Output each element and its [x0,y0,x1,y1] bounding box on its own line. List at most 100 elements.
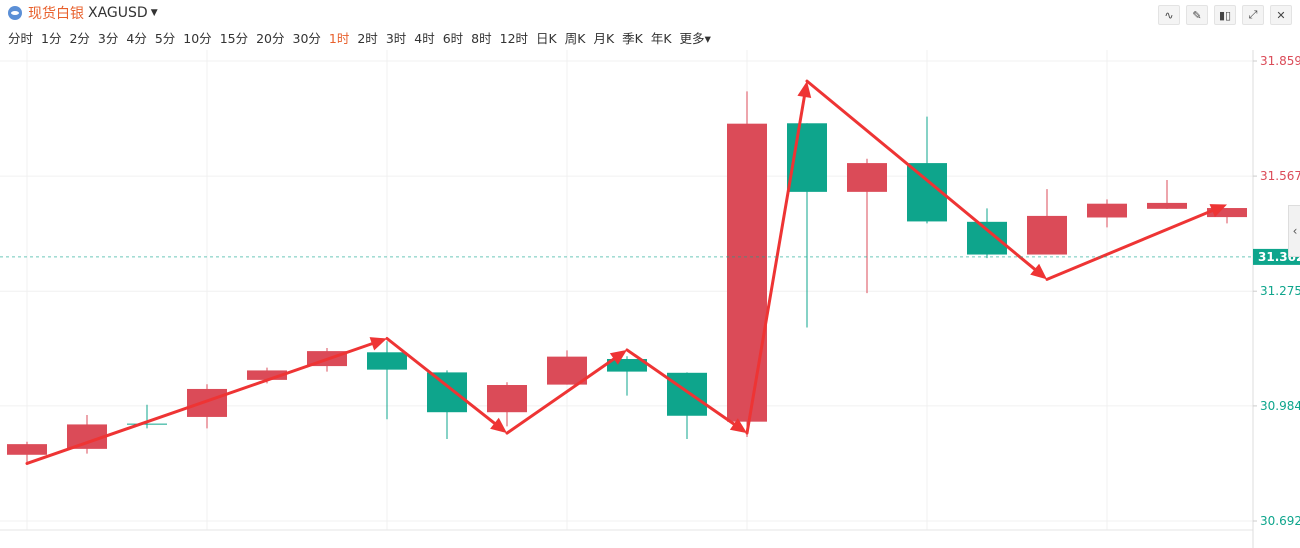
candlestick-series [7,91,1247,466]
candle [187,384,227,429]
trend-arrow-line [385,336,496,425]
candle-body [247,370,287,380]
candle-body [547,356,587,385]
candle-body [187,388,227,417]
line-chart-icon[interactable]: ∿ [1158,5,1180,25]
period-tab[interactable]: 6时 [442,30,464,46]
trend-arrow [625,348,747,434]
symbol-selector[interactable]: 现货白银 XAGUSD ▼ [8,3,158,23]
y-tick-label: 31.567 [1260,169,1300,183]
period-tab[interactable]: 20分 [256,30,285,46]
candle-body [1207,208,1247,218]
candle [1147,180,1187,209]
trend-arrow-head [609,349,627,365]
candle-body [127,423,167,425]
candle-body [7,444,47,455]
trend-arrow-line [805,79,1037,271]
period-tab[interactable]: 季K [622,30,643,46]
period-tab[interactable]: 2时 [357,30,378,46]
trend-arrow [385,336,507,434]
candle [427,370,467,440]
candle [1087,199,1127,228]
candle-body [1027,215,1067,255]
draw-pen-icon[interactable]: ✎ [1186,5,1208,25]
y-tick-label: 31.275 [1260,284,1300,298]
candle [607,356,647,396]
period-tab[interactable]: 4时 [414,30,435,46]
candle [727,91,767,438]
trend-arrow-head [1030,263,1047,280]
trend-arrow-head [729,418,747,434]
chevron-down-icon: ▼ [150,8,158,18]
trend-arrow [1045,204,1227,281]
period-tab[interactable]: 更多▾ [679,30,711,46]
candle [667,372,707,440]
period-tab[interactable]: 周K [564,30,586,46]
candle-body [667,372,707,416]
candlestick-icon[interactable]: ▮▯ [1214,5,1236,25]
candle [847,158,887,294]
trend-arrow-line [505,357,616,435]
candle-body [487,385,527,413]
period-tab[interactable]: 3时 [385,30,407,46]
trend-arrow [505,349,627,435]
candle [1207,208,1247,224]
candle [7,441,47,466]
period-tab[interactable]: 4分 [126,30,147,46]
fullscreen-icon[interactable]: ⤢ [1242,5,1264,25]
period-tab[interactable]: 3分 [97,30,119,46]
trend-arrow-head [1209,204,1227,218]
candle [127,404,167,429]
trend-arrow-head [797,81,812,99]
candle [1027,189,1067,255]
candle-body [1147,202,1187,209]
period-tab[interactable]: 日K [536,30,557,46]
period-tab[interactable]: 5分 [154,30,176,46]
period-tab[interactable]: 15分 [219,30,249,46]
toolbar: 现货白银 XAGUSD ▼ ∿ ✎ ▮▯ ⤢ ✕ [0,0,1300,26]
period-tab[interactable]: 1分 [41,30,62,46]
period-tabs: 分时 1分 2分 3分 4分 5分 10分 15分 20分 30分 1时 2时 3时 4时 6时 8时 12时日… [8,27,719,47]
silver-coin-icon [8,6,22,20]
trend-arrow-line [745,95,806,435]
trend-arrow-line [1045,209,1214,281]
period-tab[interactable]: 10分 [183,30,212,46]
close-icon[interactable]: ✕ [1270,5,1292,25]
trend-arrow [745,81,812,435]
symbol-code: XAGUSD [88,5,148,21]
chart-tools: ∿ ✎ ▮▯ ⤢ ✕ [1152,5,1292,25]
period-tab[interactable]: 分时 [8,30,34,46]
candle-body [967,221,1007,255]
candle [487,382,527,427]
period-tab[interactable]: 2分 [69,30,90,46]
period-tab[interactable]: 30分 [292,30,321,46]
chevron-left-icon: ‹ [1292,224,1298,238]
trend-arrows [25,79,1227,465]
candle [787,123,827,328]
period-tab[interactable]: 月K [593,30,615,46]
candle-body [847,163,887,192]
period-tab[interactable]: 8时 [471,30,492,46]
chart-grid [0,50,1253,531]
candle-body [427,372,467,413]
candle-body [367,352,407,370]
candle [967,208,1007,259]
period-tab[interactable]: 12时 [499,30,529,46]
y-tick-label: 31.859 [1260,54,1300,68]
trend-arrow [805,79,1047,280]
y-tick-label: 30.984 [1260,399,1300,413]
symbol-name: 现货白银 [28,6,84,22]
trend-arrow-line [625,348,736,426]
trend-arrow-head [369,337,387,351]
candle [367,341,407,420]
y-tick-label: 30.692 [1260,514,1300,528]
collapse-panel-button[interactable]: ‹ [1288,205,1300,257]
trend-arrow-head [490,417,507,434]
period-tab[interactable]: 1时 [328,30,350,46]
candle [547,350,587,385]
candle-body [727,123,767,422]
period-tab[interactable]: 年K [650,30,672,46]
trend-arrow-line [25,342,374,465]
